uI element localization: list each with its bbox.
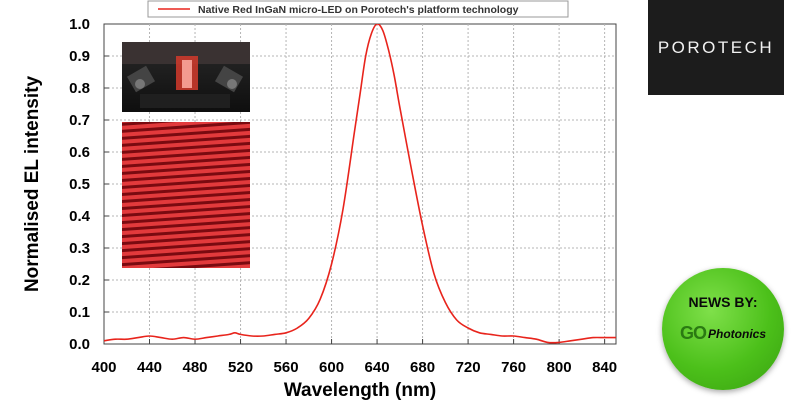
x-tick-label: 840: [592, 359, 617, 376]
y-tick-label: 0.0: [69, 336, 90, 353]
porotech-logo-text: POROTECH: [657, 37, 775, 57]
gophotonics-wordmark: Photonics: [708, 326, 767, 341]
x-tick-label: 480: [183, 359, 208, 376]
y-tick-label: 0.5: [69, 176, 90, 193]
x-axis-title: Wavelength (nm): [284, 380, 436, 400]
x-tick-label: 680: [410, 359, 435, 376]
x-tick-label: 720: [456, 359, 481, 376]
x-tick-label: 560: [274, 359, 299, 376]
porotech-logo: POROTECH: [648, 0, 784, 95]
gophotonics-go-mark: GO: [679, 323, 707, 343]
x-axis-ticks: 400 440 480 520 560 600 640 680 720 760 800 840: [91, 339, 617, 376]
y-tick-label: 0.8: [69, 80, 90, 97]
red-stripe-emission-inset: [122, 122, 250, 268]
news-by-label: NEWS BY:: [688, 294, 758, 310]
y-tick-label: 0.1: [69, 304, 90, 321]
microscope-photo-inset: [122, 42, 250, 112]
x-tick-label: 640: [365, 359, 390, 376]
x-tick-label: 440: [137, 359, 162, 376]
y-tick-label: 0.4: [69, 208, 91, 225]
y-tick-label: 0.3: [69, 240, 90, 257]
y-tick-label: 0.7: [69, 112, 90, 129]
y-tick-label: 0.9: [69, 48, 90, 65]
y-tick-label: 0.2: [69, 272, 90, 289]
el-spectrum-line: [104, 24, 616, 344]
x-tick-label: 760: [501, 359, 526, 376]
gophotonics-logo: GO Photonics: [662, 323, 784, 344]
news-by-badge[interactable]: NEWS BY: GO Photonics: [662, 268, 784, 390]
x-tick-label: 520: [228, 359, 253, 376]
y-axis-title: Normalised EL intensity: [22, 76, 43, 293]
y-tick-label: 1.0: [69, 16, 90, 33]
y-tick-label: 0.6: [69, 144, 90, 161]
legend-label: Native Red InGaN micro-LED on Porotech's…: [198, 4, 519, 16]
x-tick-label: 400: [91, 359, 116, 376]
x-tick-label: 600: [319, 359, 344, 376]
x-tick-label: 800: [547, 359, 572, 376]
y-axis-ticks: 0.0 0.1 0.2 0.3 0.4 0.5 0.6 0.7 0.8 0.9 1.0: [69, 16, 109, 353]
legend: Native Red InGaN micro-LED on Porotech's…: [147, 0, 569, 18]
